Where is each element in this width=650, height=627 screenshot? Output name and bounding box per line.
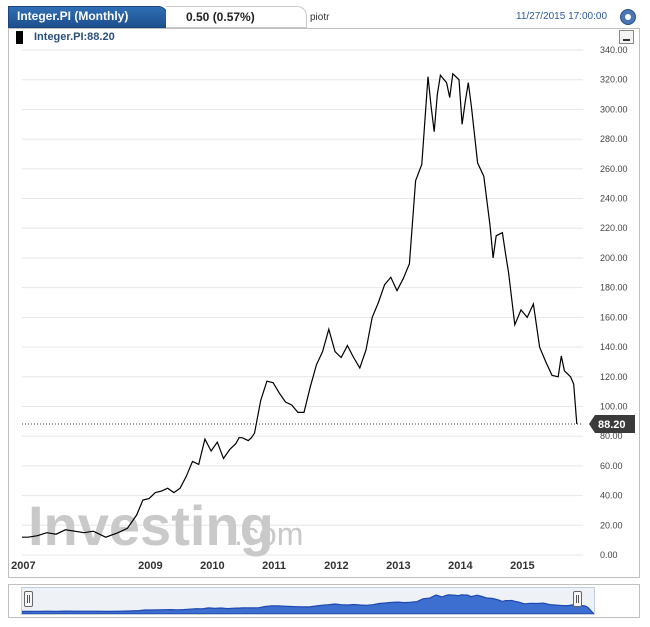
timestamp: 11/27/2015 17:00:00	[516, 11, 608, 22]
y-tick-label: 260.00	[600, 164, 628, 174]
navigator-preview	[22, 594, 594, 614]
y-tick-label: 140.00	[600, 342, 628, 352]
x-axis: 2007 2009 2010 2011 2012 2013 2014 2015	[11, 560, 534, 572]
symbol-title: Integer.PI (Monthly)	[17, 9, 129, 23]
price-series-line	[22, 72, 578, 538]
x-tick-label: 2009	[138, 560, 162, 572]
y-tick-label: 200.00	[600, 253, 628, 263]
y-axis: 0.00 20.00 40.00 60.00 80.00 100.00 120.00 140.…	[600, 45, 628, 560]
y-tick-label: 160.00	[600, 312, 628, 322]
minimize-icon[interactable]	[619, 30, 634, 44]
watermark-suffix: .com	[234, 516, 303, 552]
last-value-marker: 88.20	[589, 414, 635, 433]
navigator-right-handle[interactable]	[573, 591, 582, 607]
watermark-brand: Investing	[28, 494, 274, 557]
navigator-area	[22, 594, 594, 614]
symbol-title-tab[interactable]: Integer.PI (Monthly)	[8, 6, 168, 28]
y-tick-label: 280.00	[600, 134, 628, 144]
chart-header: Integer.PI (Monthly) 0.50 (0.57%) piotr …	[8, 6, 638, 28]
settings-icon[interactable]	[620, 9, 636, 25]
price-change: 0.50 (0.57%)	[186, 10, 255, 24]
legend-label: Integer.PI:88.20	[34, 31, 115, 43]
x-tick-label: 2014	[448, 560, 473, 572]
range-navigator[interactable]	[8, 584, 640, 618]
y-tick-label: 300.00	[600, 104, 628, 114]
navigator-left-handle[interactable]	[24, 591, 33, 607]
y-tick-label: 20.00	[600, 520, 623, 530]
y-tick-label: 340.00	[600, 45, 628, 55]
y-tick-label: 40.00	[600, 491, 623, 501]
x-tick-label: 2015	[510, 560, 534, 572]
navigator-track	[21, 587, 595, 615]
y-tick-label: 80.00	[600, 431, 623, 441]
chart-frame	[8, 28, 640, 578]
y-tick-label: 180.00	[600, 283, 628, 293]
watermark: Investing .com	[28, 494, 303, 557]
y-tick-label: 240.00	[600, 194, 628, 204]
x-tick-label: 2010	[200, 560, 224, 572]
last-value-text: 88.20	[598, 419, 626, 431]
price-change-tab: 0.50 (0.57%)	[166, 6, 307, 28]
y-tick-label: 60.00	[600, 461, 623, 471]
y-tick-label: 100.00	[600, 401, 628, 411]
y-tick-label: 0.00	[600, 550, 618, 560]
user-name: piotr	[310, 12, 330, 23]
x-tick-label: 2011	[262, 560, 286, 572]
legend-swatch	[16, 31, 23, 44]
price-chart: Investing .com 0.00 20.00 40.00 60.00 80.00 1…	[11, 45, 635, 572]
last-value-badge	[589, 414, 635, 433]
grid	[22, 49, 583, 556]
x-tick-label: 2007	[11, 560, 35, 572]
y-tick-label: 320.00	[600, 75, 628, 85]
x-tick-label: 2012	[324, 560, 348, 572]
y-tick-label: 120.00	[600, 372, 628, 382]
y-tick-label: 220.00	[600, 223, 628, 233]
x-tick-label: 2013	[386, 560, 410, 572]
